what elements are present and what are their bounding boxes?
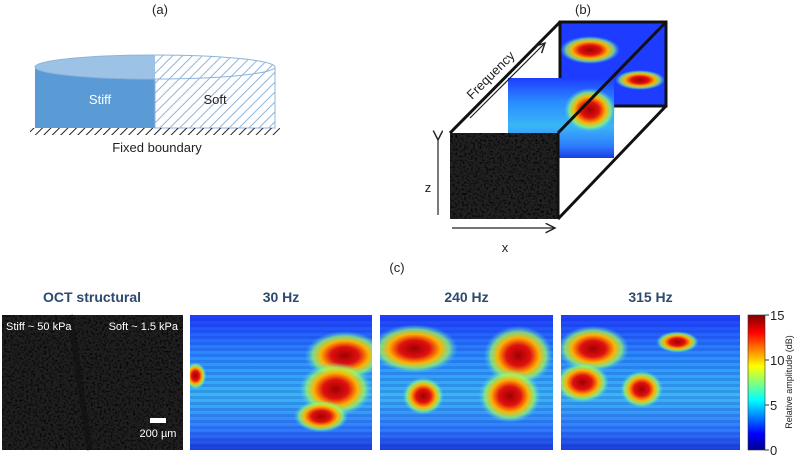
frequency-arrow bbox=[469, 43, 545, 119]
panel-title: 30 Hz bbox=[263, 289, 300, 305]
scale-bar-label: 200 µm bbox=[140, 428, 177, 440]
panel-label: (c) bbox=[389, 260, 404, 275]
boundary-label: Fixed boundary bbox=[112, 140, 202, 155]
hot-spot bbox=[402, 377, 445, 415]
stiff-note: Stiff ~ 50 kPa bbox=[6, 321, 72, 333]
hot-spot bbox=[380, 324, 458, 374]
heatmap: 315 Hz bbox=[561, 289, 740, 450]
heatmap-body bbox=[190, 315, 372, 450]
panel-title: OCT structural bbox=[43, 289, 141, 305]
heatmap: 240 Hz bbox=[380, 289, 553, 450]
hot-spot bbox=[190, 362, 207, 390]
panel-label: (b) bbox=[575, 2, 591, 17]
heatmap-body bbox=[561, 315, 740, 450]
colorbar-tick-label: 0 bbox=[770, 443, 777, 458]
hot-spot bbox=[478, 369, 541, 423]
frequency-stack bbox=[448, 20, 668, 221]
axis-label: x bbox=[502, 240, 509, 255]
stiff-label: Stiff bbox=[89, 92, 112, 107]
hot-spot bbox=[293, 400, 349, 433]
soft-note: Soft ~ 1.5 kPa bbox=[109, 321, 179, 333]
colorbar-tick-label: 5 bbox=[770, 398, 777, 413]
panel-title: 315 Hz bbox=[628, 289, 672, 305]
colorbar-tick-label: 15 bbox=[770, 308, 784, 323]
hot-spot bbox=[561, 325, 630, 372]
axis-label: z bbox=[425, 180, 432, 195]
cylinder bbox=[30, 54, 280, 135]
panel-title: 240 Hz bbox=[444, 289, 488, 305]
hot-spot bbox=[655, 331, 699, 353]
hot-spot bbox=[561, 362, 610, 403]
colorbar bbox=[747, 314, 766, 451]
heatmap-body bbox=[380, 315, 553, 450]
colorbar-label: Relative amplitude (dB) bbox=[784, 335, 794, 429]
panel-label: (a) bbox=[152, 2, 168, 17]
oct-image bbox=[2, 314, 183, 451]
soft-label: Soft bbox=[203, 92, 227, 107]
heatmap: 30 Hz bbox=[190, 289, 372, 450]
hot-spot bbox=[620, 370, 664, 409]
colorbar-tick-label: 10 bbox=[770, 353, 784, 368]
